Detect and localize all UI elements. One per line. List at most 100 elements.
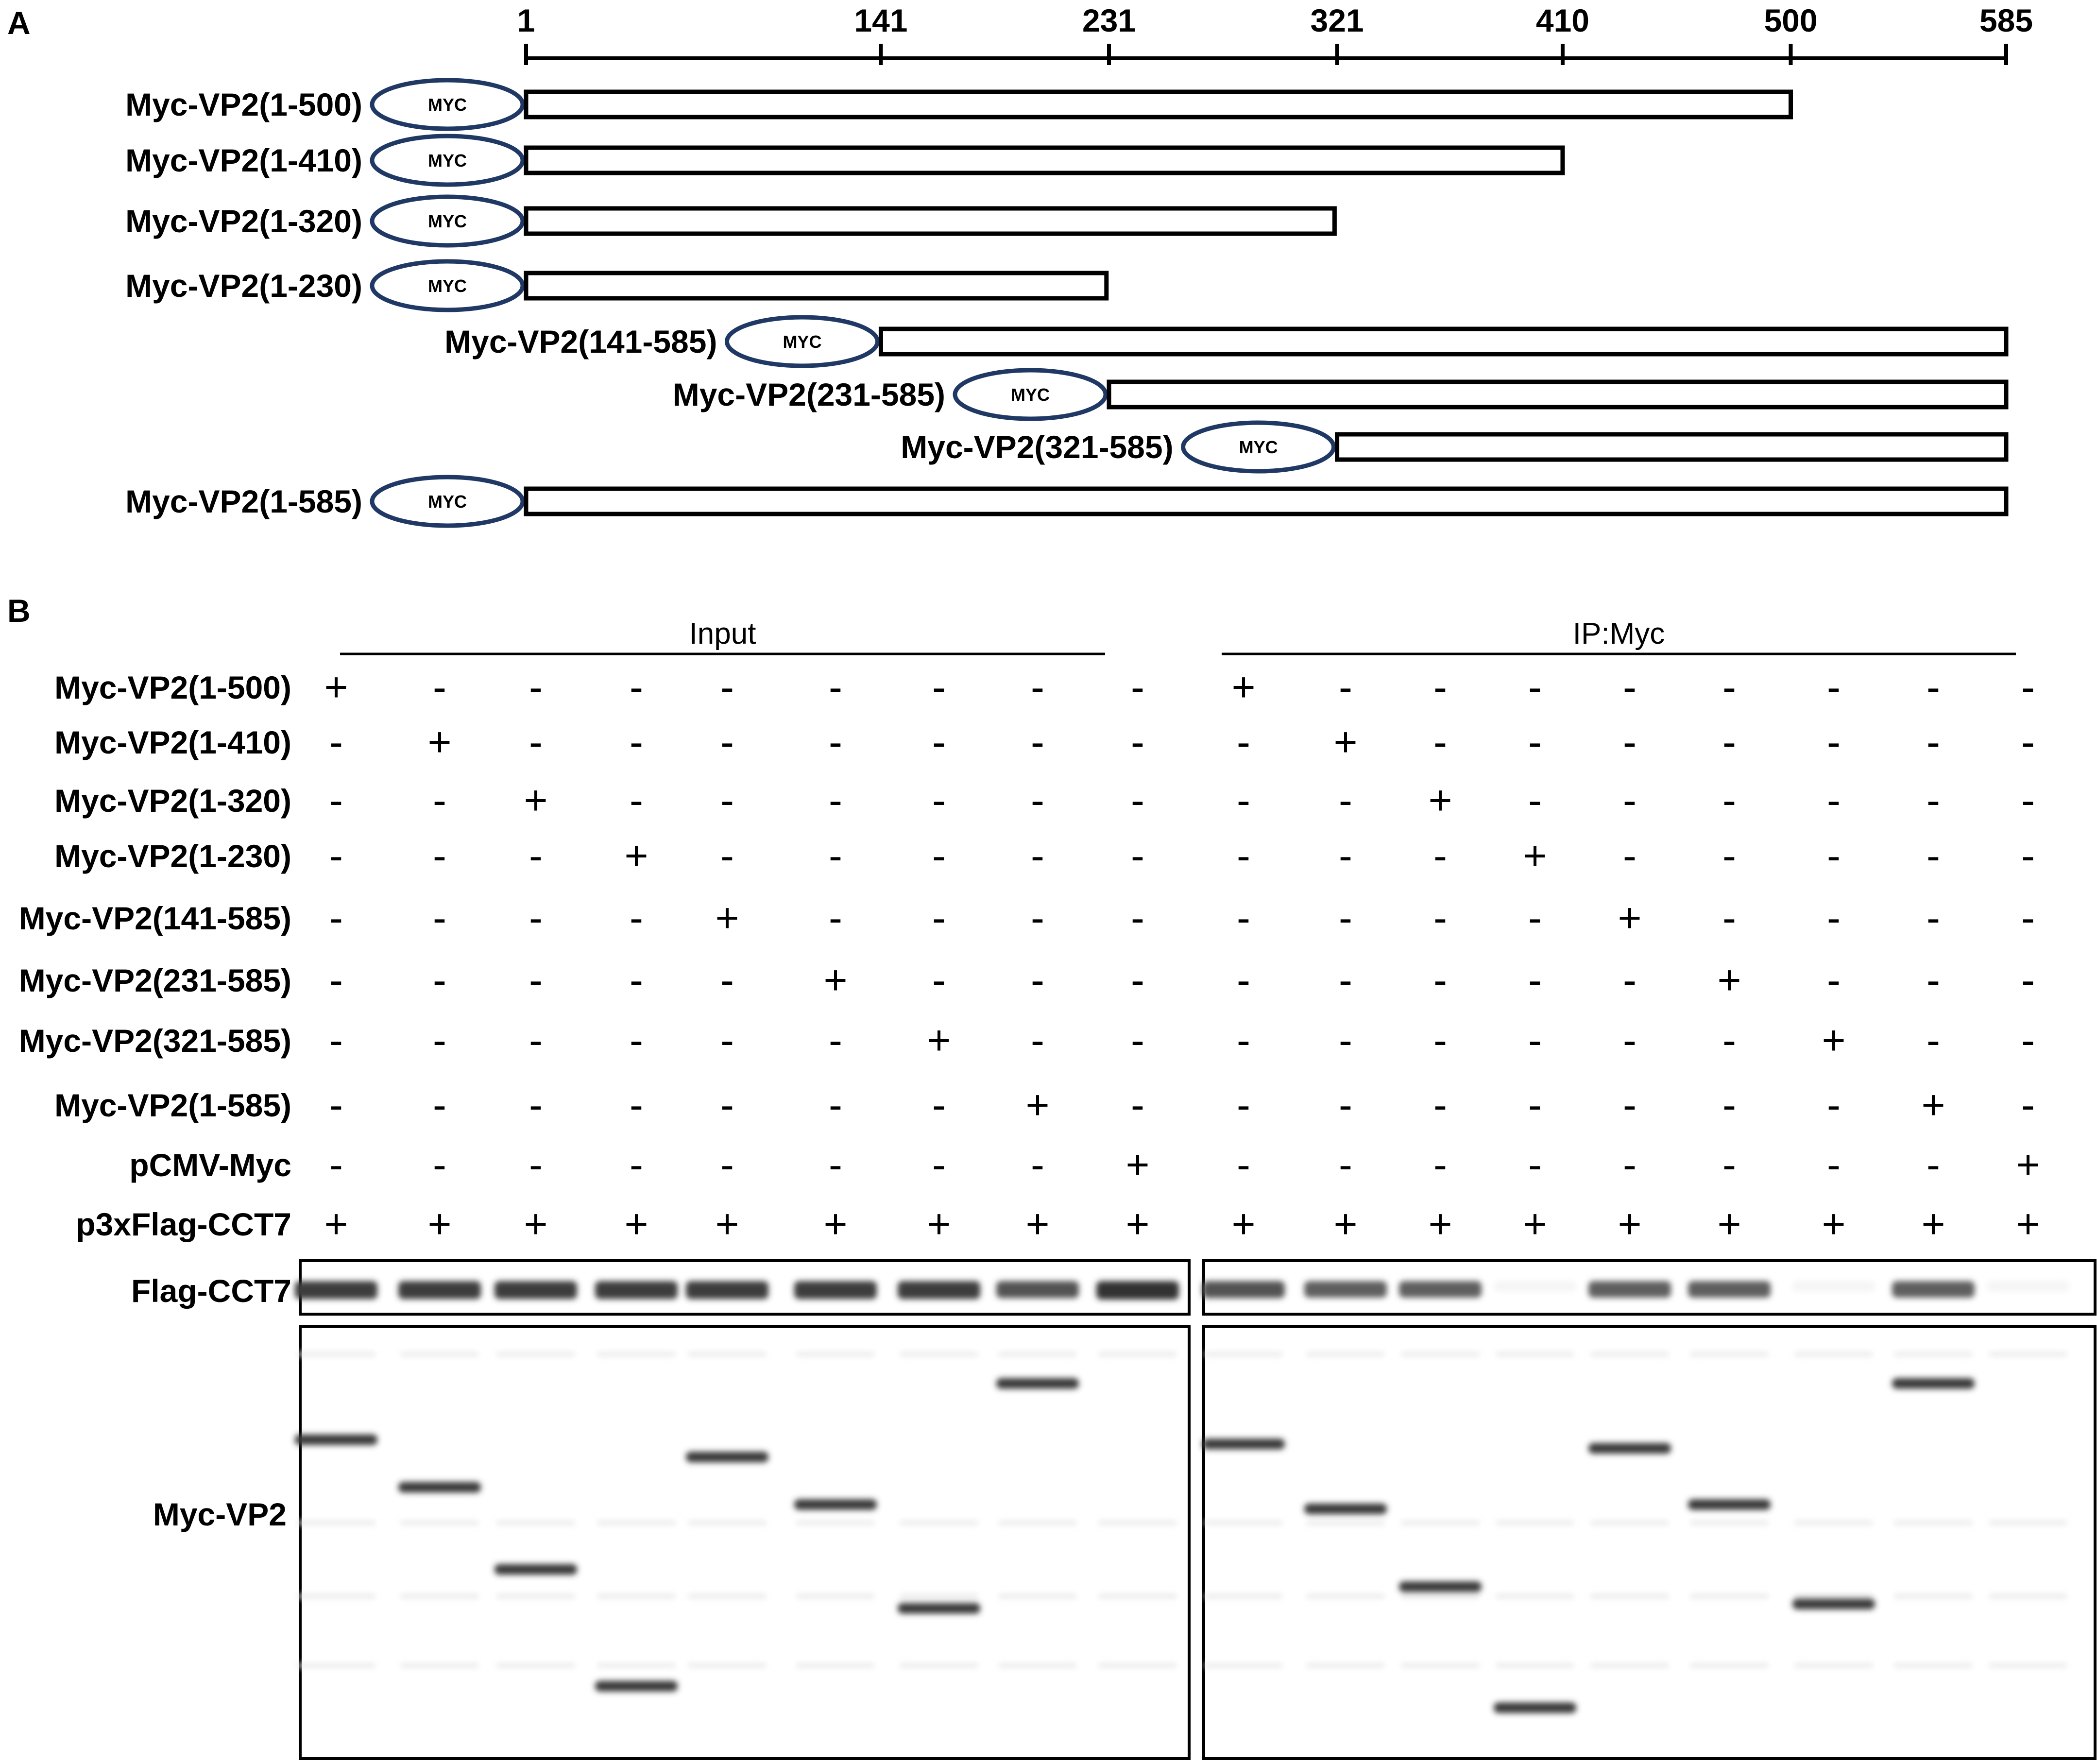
minus-sign: - [1237,833,1250,878]
minus-sign: - [720,719,734,765]
background-band [401,1663,478,1668]
minus-sign: - [1237,895,1250,941]
minus-sign: - [1237,1142,1250,1187]
background-band [497,1352,575,1356]
background-band [297,1352,375,1356]
minus-sign: - [1722,895,1736,941]
minus-sign: - [1722,719,1736,765]
background-band [1205,1663,1282,1668]
plus-sign: + [1717,957,1741,1003]
minus-sign: - [329,833,343,878]
minus-sign: - [1623,1142,1637,1187]
minus-sign: - [1031,1017,1044,1063]
background-band [1496,1663,1574,1668]
background-band [900,1352,978,1356]
background-band [999,1352,1076,1356]
myc-vp2-band [1202,1439,1285,1450]
matrix-row: Myc-VP2(231-585) - - - - - + - - - - - - - - + - - - [19,957,2035,1003]
minus-sign: - [433,1017,446,1063]
flag-cct7-band [1494,1281,1576,1291]
myc-vp2-band [1494,1702,1576,1713]
construct-label: Myc-VP2(321-585) [901,429,1173,465]
matrix-row: pCMV-Myc - - - - - - - - + - - - - - - - - + [129,1142,2040,1187]
minus-sign: - [1827,777,1841,823]
minus-sign: - [1031,895,1044,941]
minus-sign: - [1433,895,1447,941]
minus-sign: - [1433,1082,1447,1128]
minus-sign: - [1927,957,1940,1003]
plus-sign: + [715,895,739,941]
scale-tick-label: 141 [854,2,907,38]
myc-vp2-band [794,1499,877,1510]
background-band [1795,1352,1873,1356]
plus-sign: + [1822,1201,1845,1247]
minus-sign: - [529,1017,543,1063]
flag-cct7-band [1688,1281,1771,1298]
plus-sign: + [823,1201,847,1247]
background-band [401,1521,478,1525]
plus-sign: + [524,1201,547,1247]
background-band [999,1663,1076,1668]
minus-sign: - [1528,957,1542,1003]
myc-tag-oval [370,259,525,312]
plus-sign: + [1921,1201,1945,1247]
minus-sign: - [1528,777,1542,823]
blot-label-flag-cct7: Flag-CCT7 [131,1273,291,1309]
plus-sign: + [715,1201,739,1247]
plus-sign: + [1333,1201,1357,1247]
minus-sign: - [829,777,842,823]
plus-sign: + [1618,895,1641,941]
plus-sign: + [324,664,348,710]
background-band [900,1663,978,1668]
construct-row: Myc-VP2(321-585) MYC [901,420,2009,474]
minus-sign: - [529,957,543,1003]
myc-vp2-band [494,1564,577,1575]
plus-sign: + [1125,1201,1149,1247]
minus-sign: - [1827,664,1841,710]
myc-tag-oval [370,475,525,528]
minus-sign: - [1339,1142,1352,1187]
background-band [688,1663,766,1668]
plus-sign: + [427,719,451,765]
flag-cct7-band [1096,1281,1179,1300]
background-band [297,1663,375,1668]
minus-sign: - [1131,1082,1144,1128]
background-band [1099,1352,1176,1356]
background-band [688,1594,766,1598]
minus-sign: - [1623,957,1637,1003]
minus-sign: - [433,777,446,823]
background-band [497,1663,575,1668]
minus-sign: - [1528,895,1542,941]
plus-sign: + [324,1201,348,1247]
background-band [1099,1521,1176,1525]
minus-sign: - [1722,1142,1736,1187]
background-band [597,1594,675,1598]
minus-sign: - [1927,1017,1940,1063]
minus-sign: - [1031,777,1044,823]
plus-sign: + [927,1017,951,1063]
minus-sign: - [1433,719,1447,765]
myc-tag-label: MYC [428,211,467,231]
background-band [401,1352,478,1356]
minus-sign: - [829,895,842,941]
background-band [1591,1663,1669,1668]
scale-tick-label: 321 [1311,2,1364,38]
background-band [1099,1663,1176,1668]
minus-sign: - [2021,1082,2035,1128]
minus-sign: - [720,957,734,1003]
minus-sign: - [1623,719,1637,765]
background-band [1989,1352,2067,1356]
construct-label: Myc-VP2(1-320) [125,203,362,239]
minus-sign: - [433,1082,446,1128]
construct-bar [1335,432,2009,462]
construct-row: Myc-VP2(1-410) MYC [125,134,1565,187]
minus-sign: - [630,895,643,941]
minus-sign: - [1131,957,1144,1003]
minus-sign: - [329,777,343,823]
background-band [1496,1352,1574,1356]
background-band [1795,1521,1873,1525]
plus-sign: + [624,833,648,878]
blot-label-myc-vp2: Myc-VP2 [153,1496,287,1532]
minus-sign: - [433,1142,446,1187]
